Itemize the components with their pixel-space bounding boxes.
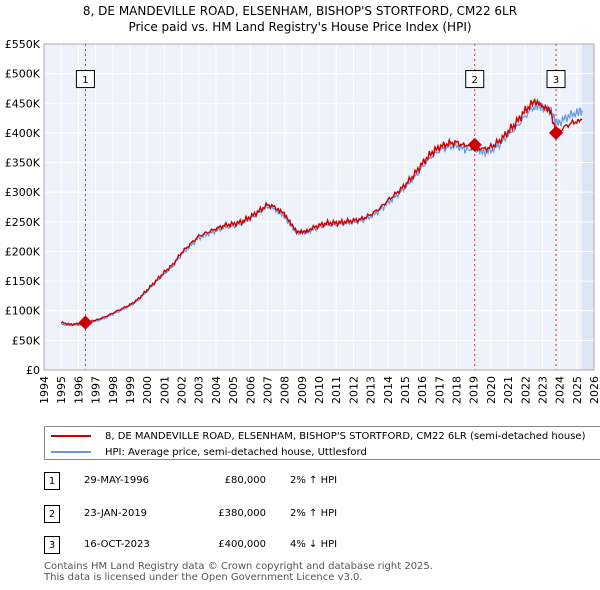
sale-marker-badge xyxy=(75,70,95,89)
legend-swatch-hpi xyxy=(51,451,91,453)
transaction-hpi-change: 2% ↑ HPI xyxy=(290,508,338,519)
legend-label-property: 8, DE MANDEVILLE ROAD, ELSENHAM, BISHOP'… xyxy=(105,430,586,442)
sale-marker-badge xyxy=(546,70,566,89)
sale-marker-badge xyxy=(465,70,485,89)
x-tick-label: 1998 xyxy=(107,376,120,404)
sale-marker-point xyxy=(548,125,564,140)
legend-item-hpi: HPI: Average price, semi-detached house,… xyxy=(51,444,367,459)
x-tick-label: 2024 xyxy=(554,376,567,404)
x-tick-label: 1995 xyxy=(55,376,68,404)
sale-marker-label: 1 xyxy=(82,75,88,86)
legend-swatch-property xyxy=(51,435,91,437)
transaction-date: 23-JAN-2019 xyxy=(84,508,148,519)
footer-copyright: Contains HM Land Registry data © Crown c… xyxy=(44,561,433,572)
y-tick-label: £500K xyxy=(5,68,41,81)
x-tick-label: 1999 xyxy=(124,376,137,404)
y-tick-label: £300K xyxy=(5,186,41,199)
transaction-date: 29-MAY-1996 xyxy=(84,475,150,486)
transaction-number-badge: 1 xyxy=(44,472,60,490)
transaction-date: 16-OCT-2023 xyxy=(84,539,150,550)
y-tick-label: £200K xyxy=(5,245,41,258)
transaction-price: £380,000 xyxy=(218,508,266,519)
transaction-price: £400,000 xyxy=(218,539,266,550)
x-tick-label: 1997 xyxy=(90,376,103,404)
x-tick-label: 2000 xyxy=(141,376,154,404)
legend-item-property: 8, DE MANDEVILLE ROAD, ELSENHAM, BISHOP'… xyxy=(51,428,585,444)
x-tick-label: 2018 xyxy=(451,376,464,404)
x-tick-label: 2023 xyxy=(536,376,549,404)
chart-legend: 8, DE MANDEVILLE ROAD, ELSENHAM, BISHOP'… xyxy=(44,426,600,460)
legend-label-hpi: HPI: Average price, semi-detached house,… xyxy=(105,446,367,458)
y-tick-label: £50K xyxy=(12,334,41,347)
x-tick-label: 2019 xyxy=(468,376,481,404)
transaction-price: £80,000 xyxy=(224,475,266,486)
y-tick-label: £450K xyxy=(5,97,41,110)
x-tick-label: 2004 xyxy=(210,376,223,404)
x-tick-label: 2010 xyxy=(313,376,326,404)
x-tick-label: 2022 xyxy=(519,376,532,404)
x-tick-label: 2008 xyxy=(279,376,292,404)
plot-frame xyxy=(43,43,595,371)
x-tick-label: 2002 xyxy=(176,376,189,404)
sale-marker-point xyxy=(467,137,482,152)
y-tick-label: £400K xyxy=(5,127,41,140)
y-tick-label: £550K xyxy=(5,38,41,51)
footer-licence: This data is licensed under the Open Gov… xyxy=(44,572,363,583)
x-tick-label: 2017 xyxy=(433,376,446,404)
sale-marker-label: 2 xyxy=(472,75,478,86)
x-tick-label: 2009 xyxy=(296,376,309,404)
series-line-hpi xyxy=(60,100,583,327)
x-tick-label: 2025 xyxy=(571,376,584,404)
price-chart: 1 2 3 £0 £50K £100K £150K £200K £250K £300K £350K… xyxy=(5,38,600,404)
y-tick-label: £100K xyxy=(5,305,41,318)
series-line-property xyxy=(60,97,583,327)
x-tick-label: 2021 xyxy=(502,376,515,404)
x-tick-label: 2016 xyxy=(416,376,429,404)
sale-marker-label: 3 xyxy=(553,75,559,86)
x-tick-label: 2007 xyxy=(261,376,274,404)
sale-marker-point xyxy=(78,315,93,330)
transaction-number-badge: 3 xyxy=(44,536,60,554)
x-tick-label: 2001 xyxy=(158,376,171,404)
y-tick-label: £150K xyxy=(5,275,41,288)
x-tick-label: 1994 xyxy=(38,376,51,404)
x-tick-label: 2012 xyxy=(347,376,360,404)
transaction-hpi-change: 4% ↓ HPI xyxy=(290,539,338,550)
transaction-hpi-change: 2% ↑ HPI xyxy=(290,475,338,486)
x-tick-label: 2026 xyxy=(588,376,600,404)
x-tick-label: 2015 xyxy=(399,376,412,404)
x-tick-label: 2006 xyxy=(244,376,257,404)
chart-title-line1: 8, DE MANDEVILLE ROAD, ELSENHAM, BISHOP'… xyxy=(82,4,518,18)
y-tick-label: £250K xyxy=(5,216,41,229)
x-tick-label: 2020 xyxy=(485,376,498,404)
y-tick-label: £0 xyxy=(26,364,40,377)
x-tick-label: 1996 xyxy=(72,376,85,404)
transaction-number-badge: 2 xyxy=(44,505,60,523)
x-tick-label: 2014 xyxy=(382,376,395,404)
forecast-shade xyxy=(581,44,594,370)
x-tick-label: 2013 xyxy=(365,376,378,404)
x-tick-label: 2005 xyxy=(227,376,240,404)
y-tick-label: £350K xyxy=(5,157,41,170)
x-tick-label: 2011 xyxy=(330,376,343,404)
x-tick-label: 2003 xyxy=(193,376,206,404)
chart-title-line2: Price paid vs. HM Land Registry's House … xyxy=(128,20,472,34)
